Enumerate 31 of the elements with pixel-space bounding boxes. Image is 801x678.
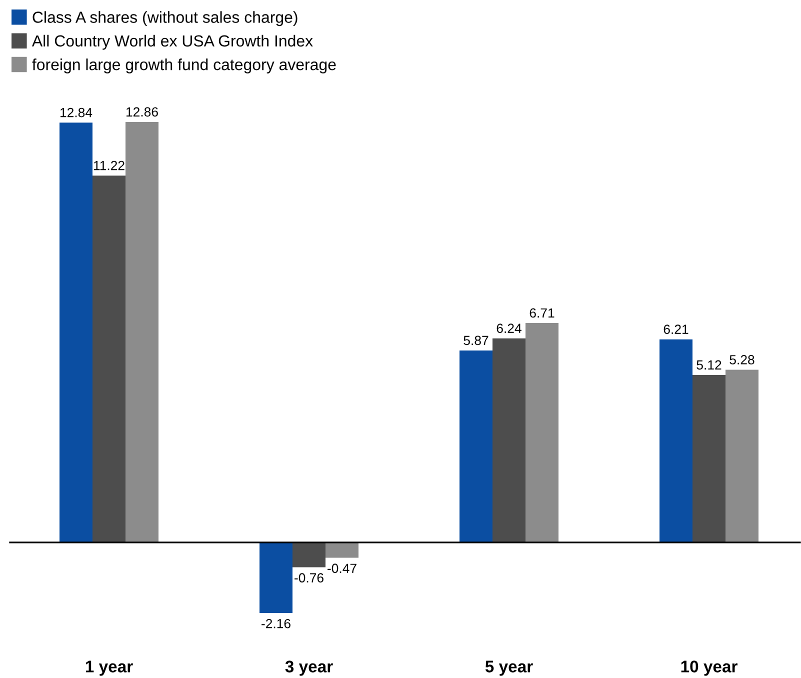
x-tick-label: 5 year (485, 660, 533, 676)
bar (326, 542, 358, 558)
x-tick-label: 10 year (681, 660, 738, 676)
data-label: 6.71 (530, 308, 554, 318)
bar (92, 176, 126, 542)
bar (726, 370, 758, 542)
data-label: -0.76 (294, 573, 324, 583)
legend-label: All Country World ex USA Growth Index (32, 34, 313, 50)
data-label: 11.22 (94, 160, 124, 170)
bar (260, 542, 292, 614)
bar (692, 375, 726, 542)
data-label: 12.86 (126, 107, 158, 117)
bar (126, 122, 158, 542)
data-label: 5.28 (730, 355, 754, 364)
x-tick-label: 1 year (86, 660, 133, 676)
data-label: 6.24 (496, 324, 522, 334)
x-tick-label: 3 year (285, 660, 333, 676)
data-label: 5.87 (464, 336, 488, 346)
bar (660, 339, 692, 542)
bar (460, 350, 492, 542)
data-label: -0.47 (328, 564, 356, 574)
legend-label: foreign large growth fund category average (32, 58, 336, 74)
bar (60, 122, 92, 542)
legend-label: Class A shares (without sales charge) (32, 11, 298, 26)
data-label: -2.16 (262, 618, 290, 628)
data-label: 5.12 (696, 360, 722, 370)
bar (492, 338, 526, 542)
bar (526, 323, 558, 542)
bar (292, 542, 326, 568)
data-label: 12.84 (60, 108, 92, 118)
data-label: 6.21 (664, 324, 688, 334)
